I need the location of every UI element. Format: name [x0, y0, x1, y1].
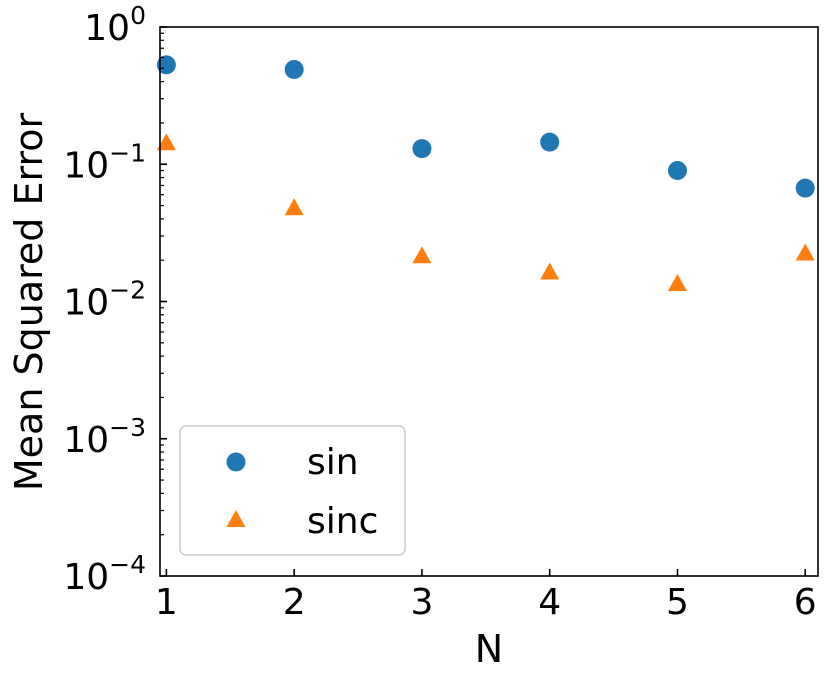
- legend-sinc-marker: [226, 510, 246, 527]
- legend: sin sinc: [179, 425, 406, 556]
- x-tick-label-1: 1: [155, 582, 178, 623]
- y-tick-label: 10−4: [63, 550, 146, 598]
- sin-point-3: [412, 139, 432, 159]
- x-axis-title: N: [475, 627, 503, 671]
- sinc-point-1: [156, 133, 176, 151]
- sinc-point-5: [667, 273, 687, 291]
- legend-sin-label: sin: [307, 442, 359, 483]
- sinc-point-2: [284, 198, 304, 216]
- sinc-point-4: [540, 262, 560, 280]
- sin-point-1: [156, 55, 176, 75]
- data-marks: [156, 55, 815, 291]
- y-axis-title: Mean Squared Error: [7, 113, 51, 492]
- y-axis-ticks: 100 10−1 10−2 10−3 10−4: [63, 1, 167, 598]
- legend-sin-marker: [226, 452, 246, 472]
- x-tick-label-5: 5: [666, 582, 689, 623]
- y-tick-label: 10−1: [63, 138, 146, 186]
- sin-point-4: [540, 132, 560, 152]
- sinc-point-3: [412, 246, 432, 264]
- y-tick-label: 10−2: [63, 276, 146, 324]
- x-tick-label-4: 4: [538, 582, 561, 623]
- sinc-point-6: [795, 243, 815, 261]
- sin-point-6: [795, 178, 815, 198]
- sin-point-5: [667, 161, 687, 181]
- y-tick-label: 10−3: [63, 413, 146, 461]
- x-tick-label-3: 3: [410, 582, 433, 623]
- legend-sinc-label: sinc: [307, 501, 378, 542]
- sin-point-2: [284, 60, 304, 80]
- x-tick-label-6: 6: [794, 582, 817, 623]
- x-tick-label-2: 2: [283, 582, 306, 623]
- x-axis-ticks: 1 2 3 4 5 6: [155, 569, 817, 623]
- y-tick-label: 100: [84, 1, 146, 49]
